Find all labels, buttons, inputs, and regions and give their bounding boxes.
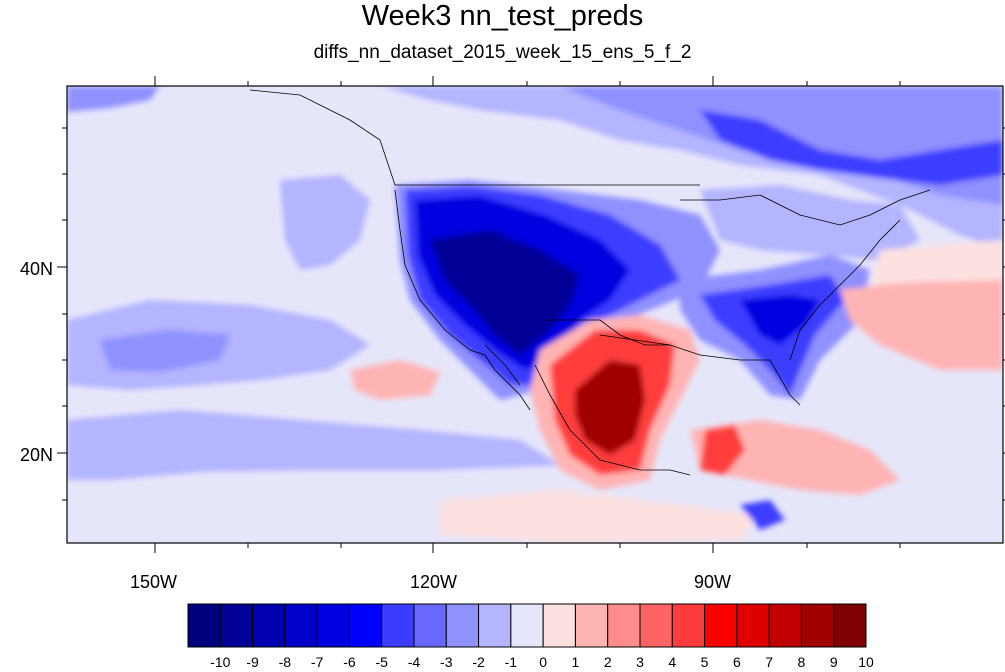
colorbar-label: 1 [572, 654, 580, 670]
colorbar-swatch [413, 603, 447, 648]
colorbar-label: -7 [311, 654, 324, 670]
mexico-warm-anomaly-core [575, 360, 645, 455]
colorbar-label: 6 [733, 654, 741, 670]
colorbar-swatch [574, 603, 609, 648]
canada-anomaly-strong [700, 110, 1003, 185]
coastlines [249, 89, 931, 476]
colorbar-label: 0 [539, 654, 547, 670]
colorbar-label: -9 [246, 654, 259, 670]
pacific-warm-anomaly [350, 360, 440, 400]
colorbar-swatch [639, 603, 673, 648]
map-title: Week3 nn_test_preds [361, 0, 644, 32]
colorbar-swatch [478, 603, 512, 648]
colorbar-label: 5 [701, 654, 709, 670]
atlantic-warm-anomaly [840, 280, 1003, 370]
colorbar-swatch [445, 603, 480, 648]
colorbar-swatch [736, 603, 770, 648]
colorbar-swatch [704, 603, 738, 648]
colorbar-label: 10 [858, 654, 874, 670]
colorbar-swatch [607, 603, 641, 648]
colorbar-swatch [542, 603, 576, 648]
colorbar-label: -1 [505, 654, 518, 670]
pacific-anomaly-south [67, 410, 560, 480]
colorbar-swatch [800, 603, 835, 648]
colorbar-label: 8 [798, 654, 806, 670]
axis-ticks [57, 76, 1005, 553]
colorbar-label: -2 [472, 654, 485, 670]
lat-label-40n: 40N [20, 259, 54, 279]
lon-label-120w: 120W [410, 572, 458, 592]
atlantic-warm-anomaly-halo [870, 240, 1003, 285]
colorbar-label: 2 [604, 654, 612, 670]
great-lakes-anomaly [700, 185, 920, 260]
colorbar-label: -6 [343, 654, 356, 670]
colorbar-swatch [187, 603, 221, 648]
colorbar-label: -8 [279, 654, 292, 670]
colorbar-swatch [381, 603, 415, 648]
gulf-cool-anomaly [740, 500, 785, 530]
colorbar-label: -5 [375, 654, 388, 670]
colorbar-swatch [284, 603, 318, 648]
colorbar-label: 4 [668, 654, 676, 670]
pacific-anomaly-core [100, 330, 230, 372]
colorbar-swatch [833, 603, 867, 648]
lat-label-20n: 20N [20, 445, 54, 465]
pacific-anomaly-north [280, 175, 370, 270]
colorbar-swatch [219, 603, 254, 648]
colorbar-swatch [316, 603, 350, 648]
southeast-us-anomaly-core [740, 295, 820, 345]
colorbar-swatch [671, 603, 706, 648]
west-us-anomaly-core [430, 230, 580, 355]
colorbar-label: -3 [440, 654, 453, 670]
alaska-anomaly [67, 86, 160, 112]
colorbar-swatch [348, 603, 383, 648]
lon-label-90w: 90W [694, 572, 732, 592]
colorbar-label: -10 [210, 654, 230, 670]
anomaly-field [67, 86, 1003, 543]
map-subtitle: diffs_nn_dataset_2015_week_15_ens_5_f_2 [313, 42, 692, 63]
central-america-warm-core [700, 425, 745, 475]
pacific-warm-anomaly-south [440, 490, 760, 543]
colorbar-label: 9 [830, 654, 838, 670]
colorbar-label: 3 [636, 654, 644, 670]
colorbar-swatch [768, 603, 802, 648]
colorbar-swatch [510, 603, 544, 648]
lon-label-150w: 150W [130, 572, 178, 592]
colorbar-label: 7 [765, 654, 773, 670]
colorbar-swatch [252, 603, 286, 648]
colorbar-label: -4 [408, 654, 421, 670]
caribbean-warm-anomaly [690, 420, 900, 495]
